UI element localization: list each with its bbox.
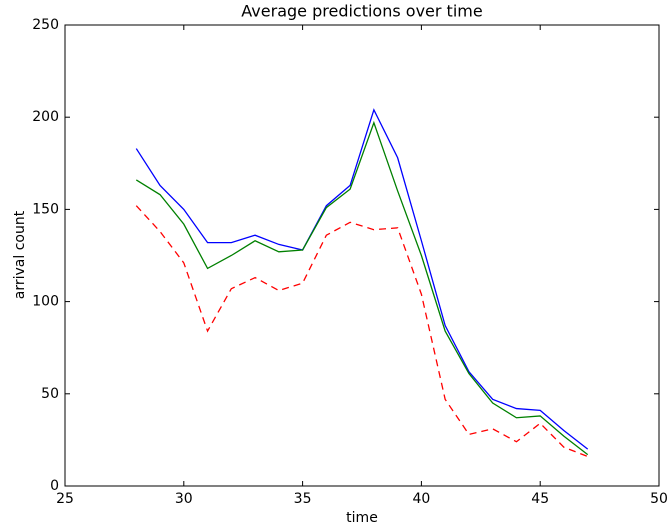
y-tick-label: 200 [32, 109, 59, 125]
series-line [135, 205, 588, 458]
series-line [135, 108, 589, 450]
plot-frame [64, 24, 660, 487]
x-tick-label: 30 [175, 491, 193, 507]
chart-title: Average predictions over time [241, 2, 482, 21]
series-line [135, 120, 589, 456]
y-tick-label: 50 [41, 386, 59, 402]
x-tick-label: 25 [56, 491, 74, 507]
x-axis-label: time [346, 510, 378, 526]
y-axis-label: arrival count [12, 210, 28, 299]
y-tick-label: 100 [32, 294, 59, 310]
y-tick-label: 250 [32, 17, 59, 33]
x-tick-label: 50 [650, 491, 668, 507]
x-tick-label: 35 [294, 491, 312, 507]
x-tick-label: 45 [531, 491, 549, 507]
x-tick-label: 40 [412, 491, 430, 507]
y-tick-label: 150 [32, 201, 59, 217]
y-tick-label: 0 [50, 478, 59, 494]
